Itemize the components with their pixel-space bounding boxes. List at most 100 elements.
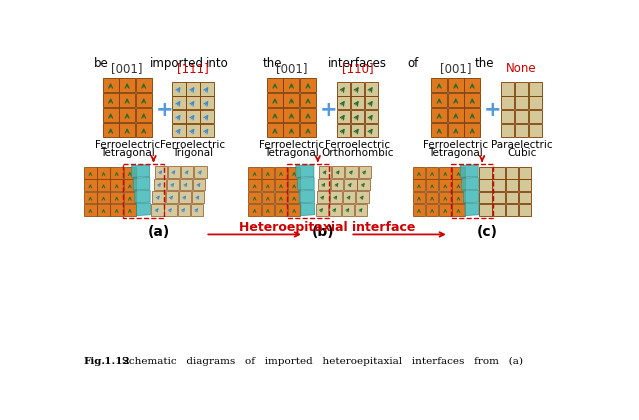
Text: Cubic: Cubic	[507, 148, 536, 158]
Polygon shape	[168, 166, 180, 178]
Text: imported: imported	[150, 57, 204, 70]
Bar	[493, 167, 505, 178]
Polygon shape	[317, 191, 329, 203]
Text: Orthorhombic: Orthorhombic	[321, 148, 394, 158]
Bar	[465, 108, 481, 122]
Bar	[261, 192, 274, 203]
Bar	[452, 204, 465, 215]
Bar	[173, 124, 186, 137]
Bar	[365, 124, 378, 137]
Bar	[351, 96, 364, 109]
Polygon shape	[179, 191, 191, 203]
Polygon shape	[193, 178, 205, 190]
Text: the: the	[263, 57, 282, 70]
Bar	[365, 82, 378, 95]
Bar	[261, 204, 274, 215]
Bar	[267, 93, 283, 107]
Bar	[275, 192, 288, 203]
Bar	[111, 192, 123, 203]
Bar	[431, 123, 447, 137]
Bar	[267, 108, 283, 122]
Bar	[267, 78, 283, 92]
Text: Heteroepitaxial interface: Heteroepitaxial interface	[239, 220, 415, 234]
Bar	[337, 110, 350, 123]
Bar	[519, 179, 532, 191]
Bar	[465, 78, 481, 92]
Bar	[479, 167, 492, 178]
Bar	[84, 167, 96, 178]
Bar	[103, 78, 119, 92]
Bar	[111, 179, 123, 191]
Bar	[431, 108, 447, 122]
Bar	[123, 192, 136, 203]
Bar	[261, 179, 274, 191]
Bar	[200, 96, 213, 109]
Bar	[135, 123, 151, 137]
Polygon shape	[296, 165, 314, 177]
Text: Tetragonal: Tetragonal	[428, 148, 483, 158]
Bar	[173, 82, 186, 95]
Text: (a): (a)	[148, 225, 170, 239]
Polygon shape	[180, 178, 192, 190]
Polygon shape	[316, 204, 328, 215]
Bar	[452, 167, 465, 178]
Text: Tetragonal: Tetragonal	[264, 148, 319, 158]
Polygon shape	[152, 191, 165, 203]
Bar	[337, 124, 350, 137]
Bar	[413, 167, 425, 178]
Bar	[123, 204, 136, 215]
Text: [111]: [111]	[177, 62, 209, 75]
Text: Trigonal: Trigonal	[173, 148, 213, 158]
Polygon shape	[357, 178, 370, 190]
Polygon shape	[190, 204, 203, 215]
Bar	[187, 82, 200, 95]
Text: Ferroelectric: Ferroelectric	[95, 140, 160, 150]
Bar	[493, 204, 505, 215]
Polygon shape	[133, 177, 150, 190]
Polygon shape	[166, 191, 178, 203]
Bar	[287, 164, 328, 218]
Polygon shape	[465, 203, 479, 215]
Bar	[351, 110, 364, 123]
Text: [001]: [001]	[275, 62, 307, 75]
Bar	[135, 93, 151, 107]
Polygon shape	[151, 204, 164, 215]
Bar	[501, 110, 514, 123]
Bar	[97, 192, 110, 203]
Bar	[123, 167, 136, 178]
Bar	[261, 167, 274, 178]
Text: Tetragonal: Tetragonal	[100, 148, 155, 158]
Bar	[465, 93, 481, 107]
Bar	[135, 108, 151, 122]
Bar	[529, 82, 543, 95]
Bar	[515, 124, 528, 137]
Polygon shape	[332, 166, 344, 178]
Bar	[431, 93, 447, 107]
Text: Ferroelectric: Ferroelectric	[325, 140, 390, 150]
Bar	[451, 164, 493, 218]
Polygon shape	[355, 204, 367, 215]
Bar	[493, 179, 505, 191]
Bar	[119, 78, 135, 92]
Text: interfaces: interfaces	[328, 57, 387, 70]
Polygon shape	[164, 204, 177, 215]
Text: (c): (c)	[477, 225, 498, 239]
Polygon shape	[181, 166, 194, 178]
Bar	[284, 123, 300, 137]
Bar	[103, 123, 119, 137]
Bar	[84, 204, 96, 215]
Bar	[200, 110, 213, 123]
Bar	[284, 78, 300, 92]
Polygon shape	[301, 203, 314, 215]
Polygon shape	[153, 178, 166, 190]
Bar	[505, 204, 518, 215]
Bar	[284, 108, 300, 122]
Bar	[119, 93, 135, 107]
Text: Schematic   diagrams   of   imported   heteroepitaxial   interfaces   from   (a): Schematic diagrams of imported heteroepi…	[112, 357, 523, 366]
Bar	[426, 167, 438, 178]
Bar	[426, 204, 438, 215]
Bar	[529, 124, 543, 137]
Text: into: into	[206, 57, 229, 70]
Bar	[515, 96, 528, 109]
Polygon shape	[328, 204, 341, 215]
